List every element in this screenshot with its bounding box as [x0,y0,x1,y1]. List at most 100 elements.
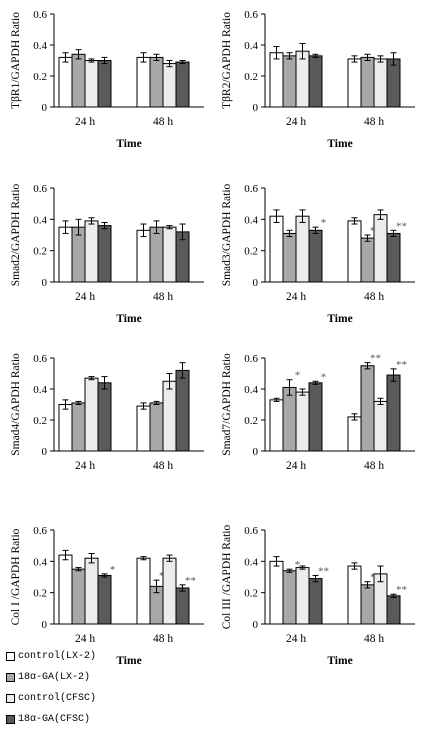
y-tick-label: 0.2 [244,588,258,600]
bar [149,402,164,452]
significance-mark: * [321,371,327,383]
y-tick-label: 0.2 [244,71,258,83]
y-tick-label: 0.2 [33,71,47,83]
bar [347,220,362,283]
bar [360,365,375,452]
y-tick-label: 0.2 [244,415,258,427]
y-tick-label: 0 [253,102,259,114]
legend-item-ga-lx2: 18α-GA(LX-2) [6,667,122,688]
bar [282,570,297,625]
y-axis-title: TβR1/GAPDH Ratio [10,12,22,109]
y-tick-label: 0 [253,619,259,631]
bar [347,58,362,108]
x-tick-label: 48 h [364,633,384,645]
y-tick-label: 0.6 [33,9,47,21]
significance-mark: * [295,559,301,571]
legend: control(LX-2) 18α-GA(LX-2) control(CFSC)… [6,646,122,730]
y-tick-label: 0 [42,102,48,114]
legend-swatch [6,673,15,682]
bar [269,399,284,452]
x-tick-label: 48 h [153,460,173,472]
bar [295,215,310,283]
y-tick-label: 0.2 [33,415,47,427]
bar [386,595,401,625]
bar [97,225,112,283]
bar [360,56,375,108]
y-axis-title: Col I /GAPDH Ratio [10,528,22,625]
bar [58,404,73,452]
bar [308,229,323,283]
y-tick-label: 0.4 [33,214,47,226]
bar [386,232,401,283]
bar [269,560,284,625]
y-tick-label: 0.4 [244,40,258,52]
x-tick-label: 24 h [286,116,306,128]
legend-swatch [6,694,15,703]
x-tick-label: 24 h [75,633,95,645]
bar [269,215,284,283]
y-tick-label: 0.6 [33,183,47,195]
x-tick-label: 24 h [286,291,306,303]
x-tick-label: 48 h [153,291,173,303]
x-axis-title: Time [327,313,352,325]
bar [84,220,99,283]
bar [282,55,297,108]
bar [84,60,99,108]
y-tick-label: 0.4 [244,384,258,396]
y-tick-label: 0 [253,277,259,289]
significance-mark: ** [318,565,329,577]
bar [295,567,310,625]
bar [71,53,86,108]
bar [360,237,375,283]
y-tick-label: 0 [42,619,48,631]
y-tick-label: 0 [42,446,48,458]
y-tick-label: 0 [42,277,48,289]
legend-item-control-lx2: control(LX-2) [6,646,122,667]
significance-mark: * [110,564,116,576]
bar [84,557,99,625]
x-tick-label: 48 h [153,633,173,645]
x-tick-label: 48 h [364,116,384,128]
x-axis-title: Time [116,313,141,325]
bar [58,226,73,283]
y-axis-title: TβR2/GAPDH Ratio [221,12,233,109]
legend-label: control(CFSC) [18,692,97,704]
legend-label: 18α-GA(CFSC) [18,713,91,725]
y-tick-label: 0.4 [33,556,47,568]
x-tick-label: 24 h [75,116,95,128]
y-tick-label: 0.2 [33,246,47,258]
bar [386,374,401,452]
significance-mark: ** [185,575,196,587]
significance-mark: ** [370,353,381,365]
bar [149,56,164,108]
bar [282,232,297,283]
legend-swatch [6,652,15,661]
x-tick-label: 24 h [75,291,95,303]
bar [136,56,151,108]
bar [58,554,73,625]
x-tick-label: 48 h [364,460,384,472]
bar [97,60,112,108]
bar [308,578,323,625]
y-tick-label: 0.6 [244,9,258,21]
x-axis-title: Time [116,138,141,150]
y-axis-title: Smad3/GAPDH Ratio [221,183,233,286]
bar [136,557,151,625]
y-tick-label: 0.6 [33,353,47,365]
x-tick-label: 48 h [153,116,173,128]
bar [136,229,151,283]
significance-mark: ** [396,359,407,371]
y-axis-title: Smad4/GAPDH Ratio [10,353,22,456]
legend-item-control-cfsc: control(CFSC) [6,688,122,709]
y-tick-label: 0.6 [244,183,258,195]
y-tick-label: 0.4 [33,384,47,396]
y-axis-title: Col III /GAPDH Ratio [221,525,233,630]
legend-label: 18α-GA(LX-2) [18,671,91,683]
bar [162,63,177,108]
bar [373,58,388,108]
y-tick-label: 0.6 [244,525,258,537]
bar [386,58,401,108]
bar [308,55,323,108]
bar [295,50,310,108]
legend-label: control(LX-2) [18,650,97,662]
